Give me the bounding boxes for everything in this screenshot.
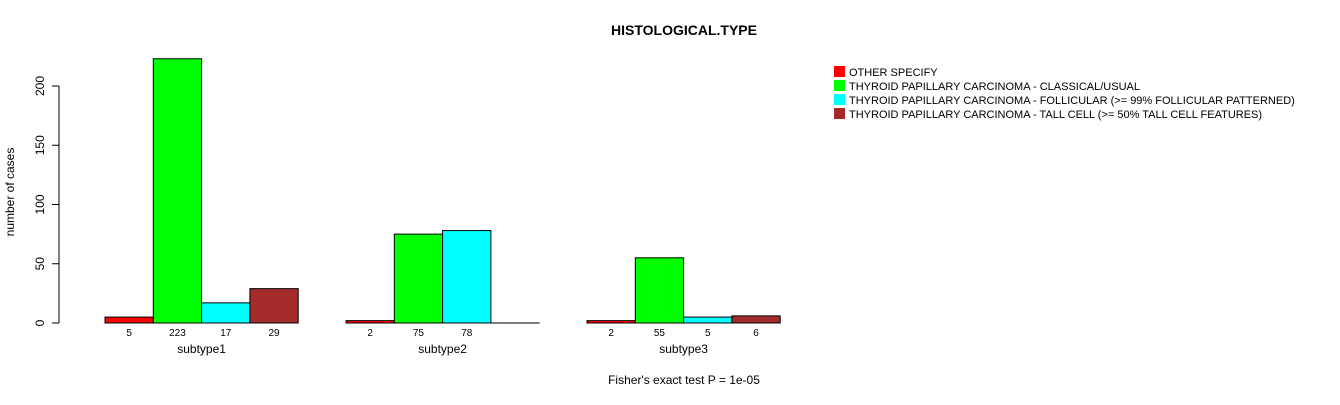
y-tick-label: 100 — [33, 194, 47, 214]
bar-value-label: 78 — [461, 328, 473, 339]
legend-label: OTHER SPECIFY — [849, 67, 938, 79]
bar — [684, 317, 732, 323]
bar-value-label: 5 — [126, 328, 132, 339]
bar-value-label: 17 — [220, 328, 232, 339]
bar-value-label: 2 — [367, 328, 373, 339]
x-category-label: subtype1 — [177, 342, 226, 356]
legend-swatch — [834, 80, 845, 91]
bar-value-label: 55 — [654, 328, 666, 339]
legend-label: THYROID PAPILLARY CARCINOMA - TALL CELL … — [849, 109, 1262, 121]
bar-value-label: 6 — [753, 328, 759, 339]
bar — [202, 303, 250, 323]
bar — [732, 316, 780, 323]
chart-title: HISTOLOGICAL.TYPE — [611, 22, 757, 38]
y-axis: 0 50 100 150 200 — [33, 76, 59, 327]
bar — [346, 321, 394, 323]
bar — [105, 317, 153, 323]
x-category-label: subtype2 — [418, 342, 467, 356]
bar — [394, 234, 442, 323]
bar — [153, 59, 201, 323]
y-axis-label: number of cases — [3, 148, 17, 237]
y-tick-label: 50 — [33, 257, 47, 271]
x-category-label: subtype3 — [659, 342, 708, 356]
bar-value-label: 75 — [413, 328, 425, 339]
legend-swatch — [834, 94, 845, 105]
legend-swatch — [834, 108, 845, 119]
bar — [250, 289, 298, 323]
bar-value-label: 29 — [268, 328, 280, 339]
bar-value-label: 5 — [705, 328, 711, 339]
bar — [443, 231, 491, 323]
legend-label: THYROID PAPILLARY CARCINOMA - FOLLICULAR… — [849, 95, 1295, 107]
bar — [587, 321, 635, 323]
legend-label: THYROID PAPILLARY CARCINOMA - CLASSICAL/… — [849, 81, 1140, 93]
bar-value-label: 2 — [608, 328, 614, 339]
bar — [635, 258, 683, 323]
x-axis-label: Fisher's exact test P = 1e-05 — [608, 373, 760, 387]
y-tick-label: 150 — [33, 135, 47, 155]
y-tick-label: 200 — [33, 76, 47, 96]
bar-value-label: 223 — [169, 328, 186, 339]
legend: OTHER SPECIFY THYROID PAPILLARY CARCINOMA… — [834, 66, 1295, 121]
y-tick-label: 0 — [33, 319, 47, 326]
legend-swatch — [834, 66, 845, 77]
